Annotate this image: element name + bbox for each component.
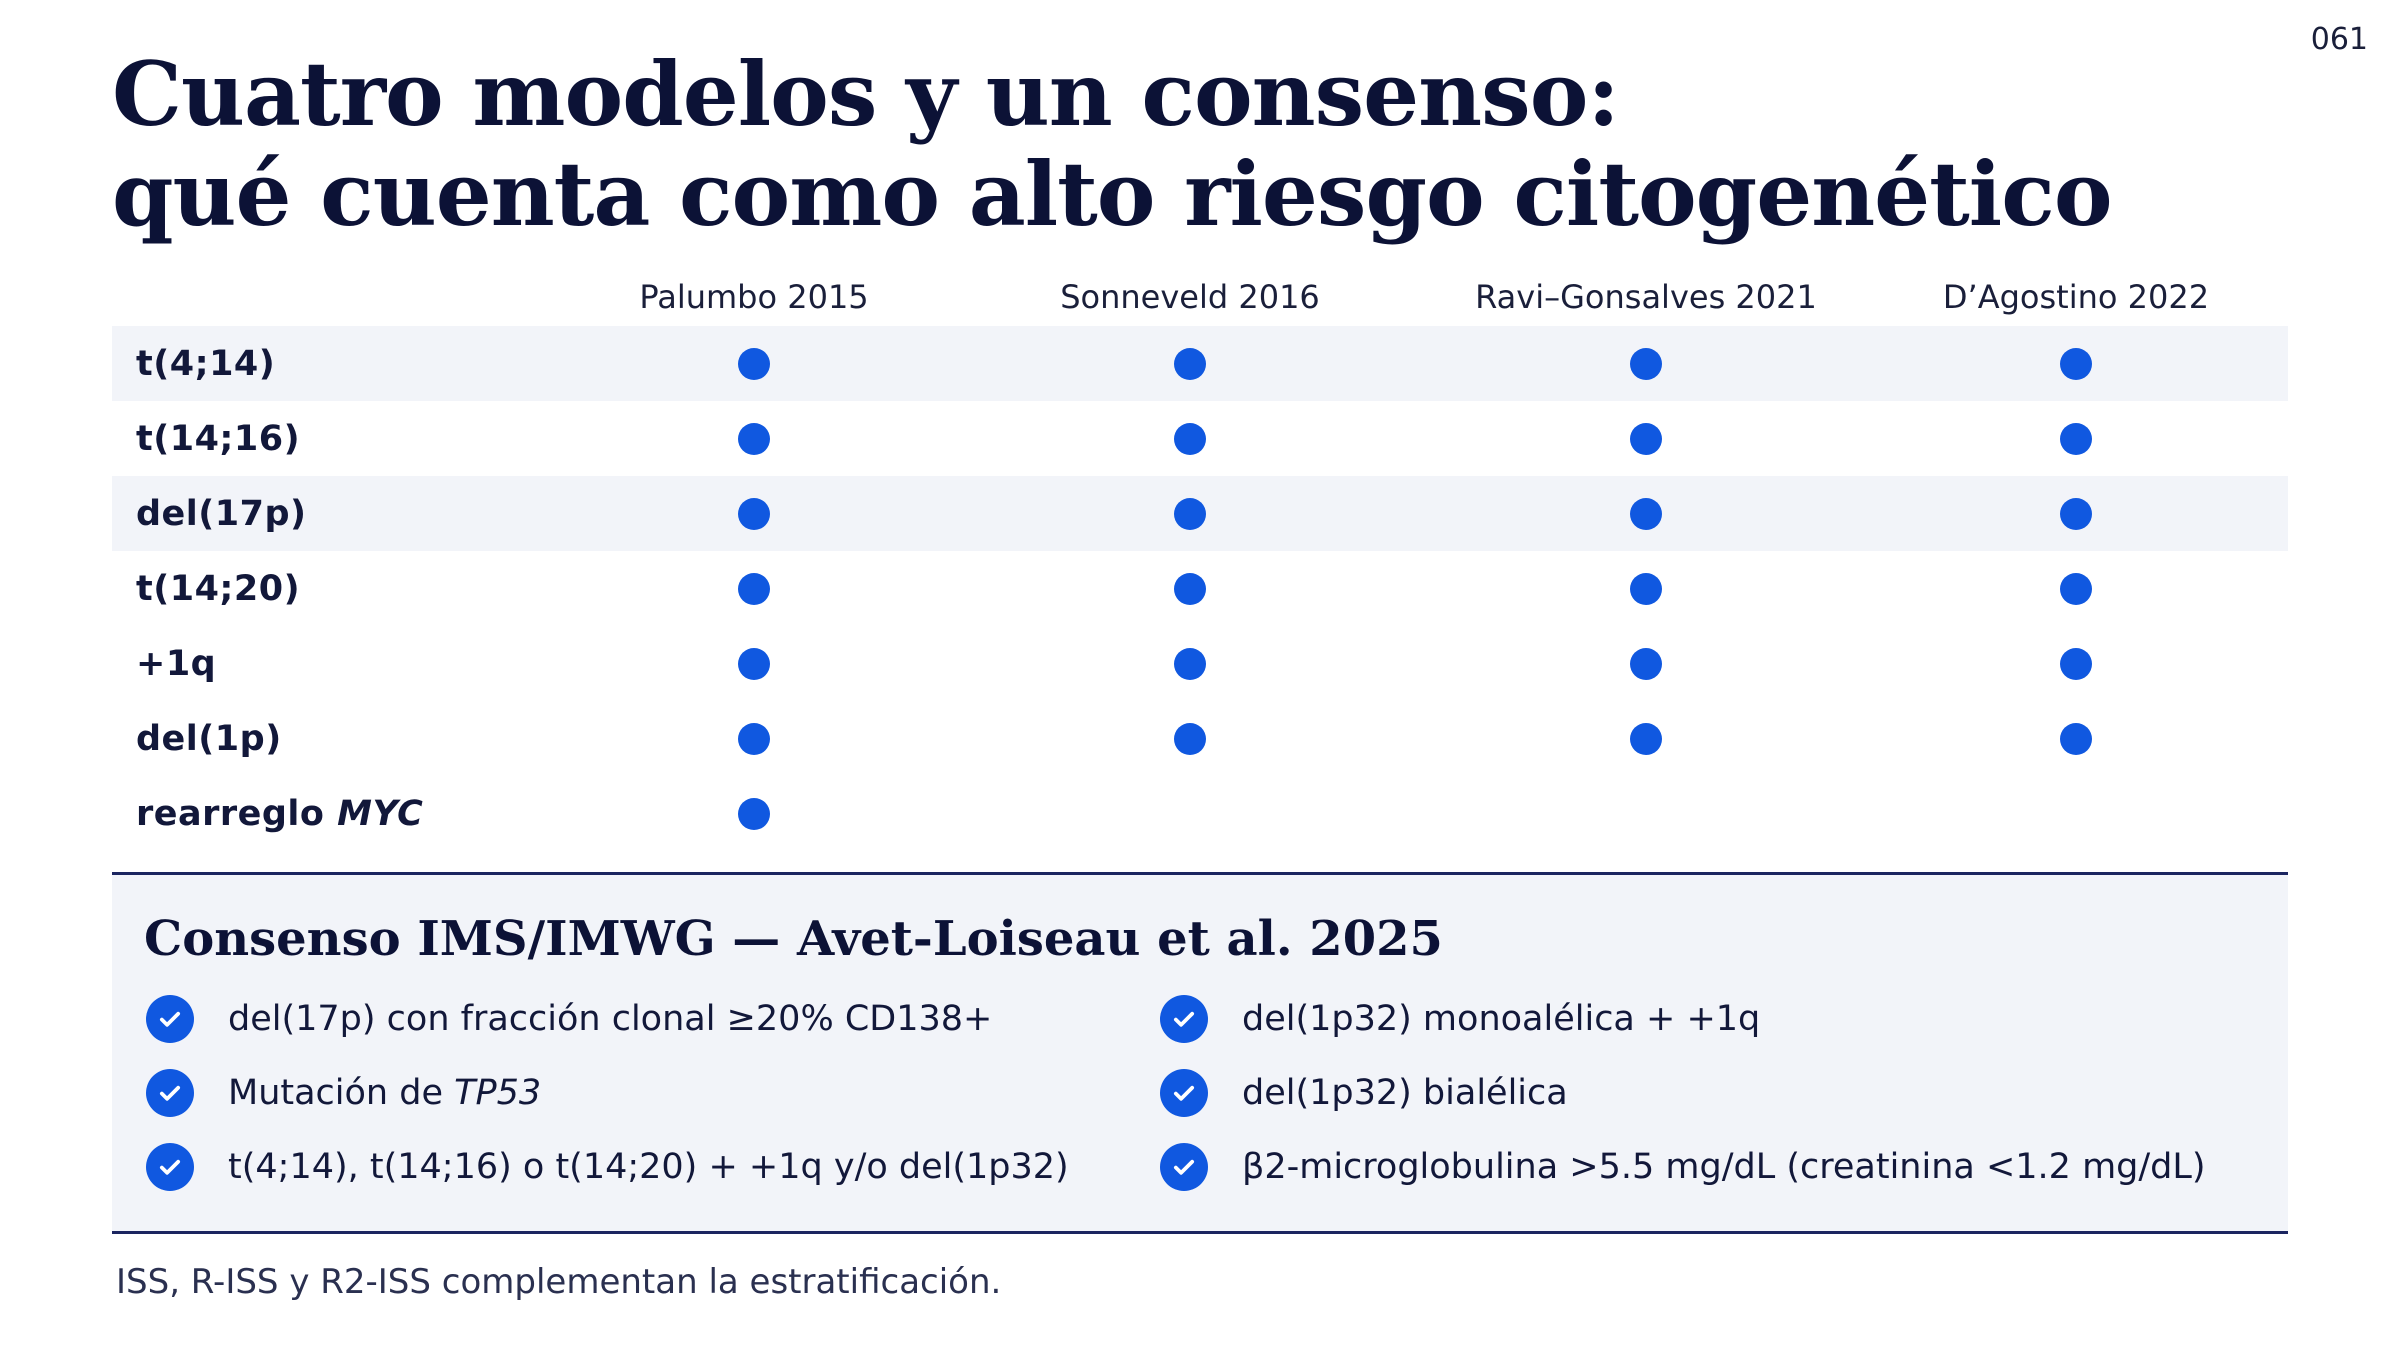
footnote: ISS, R-ISS y R2-ISS complementan la estr… — [116, 1262, 1002, 1302]
slide-title: Cuatro modelos y un consenso: qué cuenta… — [112, 44, 2312, 244]
criterion-text: del(1p32) bialélica — [1242, 1073, 1568, 1113]
included-dot-icon — [2060, 647, 2092, 680]
row-label: +1q — [136, 643, 217, 684]
included-dot-icon — [1174, 722, 1206, 755]
included-dot-icon — [738, 572, 770, 605]
included-dot-icon — [1630, 497, 1662, 530]
included-dot-icon — [2060, 497, 2092, 530]
included-dot-icon — [1630, 647, 1662, 680]
check-circle-icon — [1160, 1143, 1208, 1191]
consensus-criterion: del(17p) con fracción clonal ≥20% CD138+ — [146, 989, 992, 1049]
criterion-gene: TP53 — [454, 1073, 542, 1113]
row-label: del(1p) — [136, 718, 282, 759]
column-header-palumbo: Palumbo 2015 — [639, 278, 869, 316]
slide-title-line-2: qué cuenta como alto riesgo citogenético — [112, 142, 2113, 246]
check-circle-icon — [1160, 995, 1208, 1043]
consensus-criterion: β2-microglobulina >5.5 mg/dL (creatinina… — [1160, 1137, 2206, 1197]
included-dot-icon — [738, 647, 770, 680]
matrix-row: t(14;20) — [112, 551, 2288, 626]
criterion-text: del(17p) con fracción clonal ≥20% CD138+ — [228, 999, 993, 1039]
check-circle-icon — [146, 1143, 194, 1191]
column-header-sonneveld: Sonneveld 2016 — [1060, 278, 1320, 316]
included-dot-icon — [738, 347, 770, 380]
matrix-row: t(14;16) — [112, 401, 2288, 476]
matrix-header: Palumbo 2015 Sonneveld 2016 Ravi–Gonsalv… — [112, 268, 2288, 326]
row-label: t(14;20) — [136, 568, 301, 609]
check-circle-icon — [146, 995, 194, 1043]
column-header-ravi-gonsalves: Ravi–Gonsalves 2021 — [1475, 278, 1817, 316]
included-dot-icon — [1174, 572, 1206, 605]
included-dot-icon — [1630, 572, 1662, 605]
included-dot-icon — [2060, 722, 2092, 755]
column-header-dagostino: D’Agostino 2022 — [1942, 278, 2210, 316]
included-dot-icon — [1174, 422, 1206, 455]
row-label-gene: MYC — [337, 793, 424, 834]
slide-title-line-1: Cuatro modelos y un consenso: — [112, 42, 1620, 146]
criterion-text: t(4;14), t(14;16) o t(14;20) + +1q y/o d… — [228, 1147, 1069, 1187]
page-number: 061 — [2310, 22, 2368, 57]
included-dot-icon — [1174, 497, 1206, 530]
check-circle-icon — [146, 1069, 194, 1117]
included-dot-icon — [1174, 347, 1206, 380]
matrix-row: t(4;14) — [112, 326, 2288, 401]
criterion-text: β2-microglobulina >5.5 mg/dL (creatinina… — [1242, 1147, 2206, 1187]
matrix-row: +1q — [112, 626, 2288, 701]
consensus-criterion: del(1p32) monoalélica + +1q — [1160, 989, 1760, 1049]
risk-model-matrix: Palumbo 2015 Sonneveld 2016 Ravi–Gonsalv… — [112, 268, 2288, 851]
included-dot-icon — [2060, 572, 2092, 605]
matrix-row: rearreglo MYC — [112, 776, 2288, 851]
row-label: rearreglo MYC — [136, 794, 423, 834]
consensus-title: Consenso IMS/IMWG — Avet-Loiseau et al. … — [144, 911, 1443, 967]
criterion-prefix: Mutación de — [228, 1073, 455, 1113]
included-dot-icon — [738, 797, 770, 830]
included-dot-icon — [738, 497, 770, 530]
row-label: t(4;14) — [136, 343, 276, 384]
included-dot-icon — [1630, 722, 1662, 755]
consensus-criterion: t(4;14), t(14;16) o t(14;20) + +1q y/o d… — [146, 1137, 1069, 1197]
matrix-row: del(17p) — [112, 476, 2288, 551]
matrix-rows: t(4;14) t(14;16) del(17p) t(14;20) +1q del(1p… — [112, 326, 2288, 851]
row-label: t(14;16) — [136, 418, 301, 459]
row-label-prefix: rearreglo — [136, 793, 338, 834]
included-dot-icon — [738, 422, 770, 455]
criterion-text: del(1p32) monoalélica + +1q — [1242, 999, 1761, 1039]
consensus-criterion: Mutación de TP53 — [146, 1063, 541, 1123]
included-dot-icon — [2060, 347, 2092, 380]
consensus-panel: Consenso IMS/IMWG — Avet-Loiseau et al. … — [112, 872, 2288, 1234]
included-dot-icon — [2060, 422, 2092, 455]
included-dot-icon — [1174, 647, 1206, 680]
criterion-text: Mutación de TP53 — [228, 1073, 541, 1113]
check-circle-icon — [1160, 1069, 1208, 1117]
included-dot-icon — [738, 722, 770, 755]
consensus-criterion: del(1p32) bialélica — [1160, 1063, 1568, 1123]
included-dot-icon — [1630, 347, 1662, 380]
row-label: del(17p) — [136, 493, 307, 534]
matrix-row: del(1p) — [112, 701, 2288, 776]
included-dot-icon — [1630, 422, 1662, 455]
